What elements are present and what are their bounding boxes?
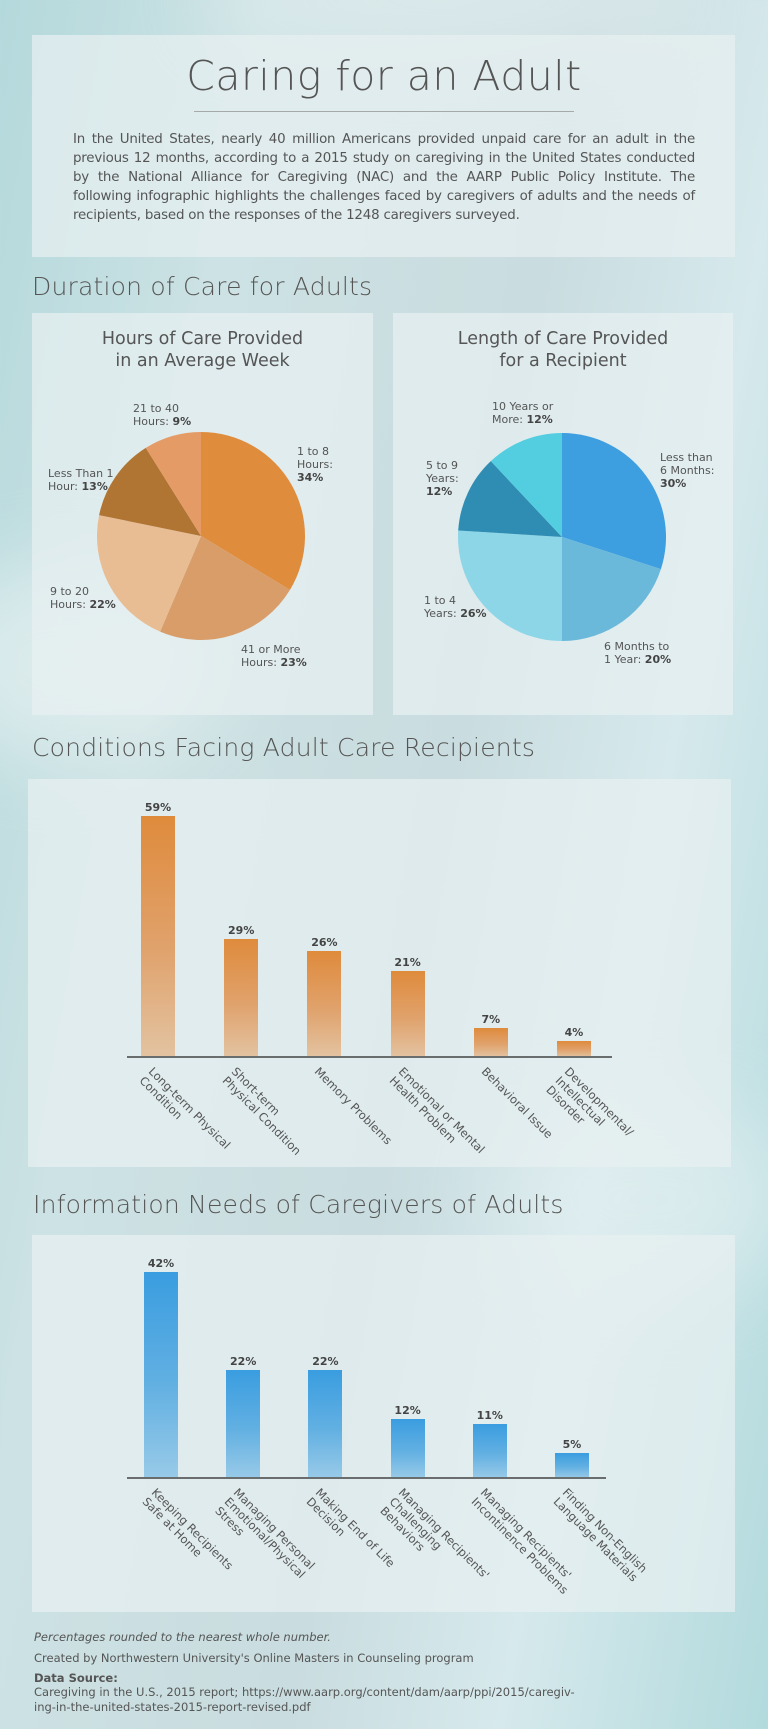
bar (307, 950, 342, 1057)
pie-label-length-5to9y: 5 to 9 Years: 12% (426, 459, 459, 498)
bar-value-label: 7% (481, 1013, 501, 1027)
bar-value-label: 11% (476, 1409, 503, 1423)
bar-value-label: 5% (562, 1438, 582, 1452)
footnote-rounding: Percentages rounded to the nearest whole… (34, 1630, 331, 1644)
section-title-information: Information Needs of Caregivers of Adult… (33, 1190, 564, 1219)
pie-label-length-10plus: 10 Years or More: 12% (492, 400, 554, 426)
pie-slice (562, 433, 666, 570)
pie-label-hours-lessthan1: Less Than 1 Hour: 13% (48, 467, 114, 493)
bar (226, 1370, 261, 1478)
bar (144, 1272, 178, 1478)
pie-slice (96, 515, 201, 632)
pie-label-hours-21to40: 21 to 40 Hours: 9% (133, 402, 192, 428)
section-title-duration: Duration of Care for Adults (32, 272, 373, 301)
pie-slice (201, 432, 306, 590)
x-axis-line (127, 1477, 606, 1479)
bar (555, 1453, 589, 1478)
intro-paragraph: In the United States, nearly 40 million … (73, 132, 695, 223)
pie-label-length-1to4y: 1 to 4 Years: 26% (424, 594, 487, 620)
bar (390, 971, 425, 1057)
bar-value-label: 29% (228, 923, 255, 937)
bar (308, 1370, 343, 1478)
data-source-heading: Data Source: (34, 1671, 118, 1685)
pie-label-hours-9to20: 9 to 20 Hours: 22% (50, 585, 116, 611)
data-source-line: Caregiving in the U.S., 2015 report; htt… (34, 1685, 575, 1699)
data-source-line: ing-in-the-united-states-2015-report-rev… (34, 1700, 311, 1714)
bar-value-label: 59% (144, 801, 172, 814)
pie-chart-length (458, 433, 666, 641)
pie-label-length-lt6m: Less than 6 Months: 30% (660, 451, 715, 490)
pie-title-hours: Hours of Care Provided in an Average Wee… (101, 329, 304, 371)
pie-title-length: Length of Care Provided for a Recipient (457, 329, 669, 371)
pie-label-length-6mto1y: 6 Months to 1 Year: 20% (604, 640, 672, 666)
bar-value-label: 22% (312, 1355, 339, 1369)
pie-slice (458, 461, 562, 537)
pie-slice (160, 536, 290, 640)
pie-slice (562, 537, 661, 641)
bar-value-label: 21% (394, 956, 421, 970)
footer-credit: Created by Northwestern University's Onl… (34, 1651, 474, 1665)
bar (390, 1419, 425, 1478)
pie-label-hours-41plus: 41 or More Hours: 23% (241, 643, 307, 669)
bar (472, 1424, 507, 1478)
x-axis-line (127, 1056, 612, 1058)
bar (473, 1028, 508, 1057)
page-title: Caring for an Adult (186, 52, 582, 100)
bar-value-label: 22% (230, 1355, 257, 1369)
pie-slice (458, 530, 562, 641)
title-divider (194, 111, 574, 112)
bar-value-label: 4% (564, 1025, 584, 1039)
bar-value-label: 42% (147, 1257, 175, 1270)
header-panel (32, 35, 735, 257)
bar-value-label: 26% (311, 935, 338, 949)
pie-slice (145, 432, 201, 536)
bar (224, 938, 259, 1057)
pie-chart-hours (96, 432, 306, 640)
section-title-conditions: Conditions Facing Adult Care Recipients (32, 733, 536, 762)
bar-panel-conditions (28, 779, 731, 1167)
pie-slice (490, 433, 562, 537)
bar (557, 1040, 591, 1057)
pie-label-hours-1to8: 1 to 8 Hours: 34% (297, 445, 333, 484)
bar-value-label: 12% (394, 1404, 421, 1418)
pie-slice (99, 447, 201, 536)
bar (141, 816, 175, 1057)
